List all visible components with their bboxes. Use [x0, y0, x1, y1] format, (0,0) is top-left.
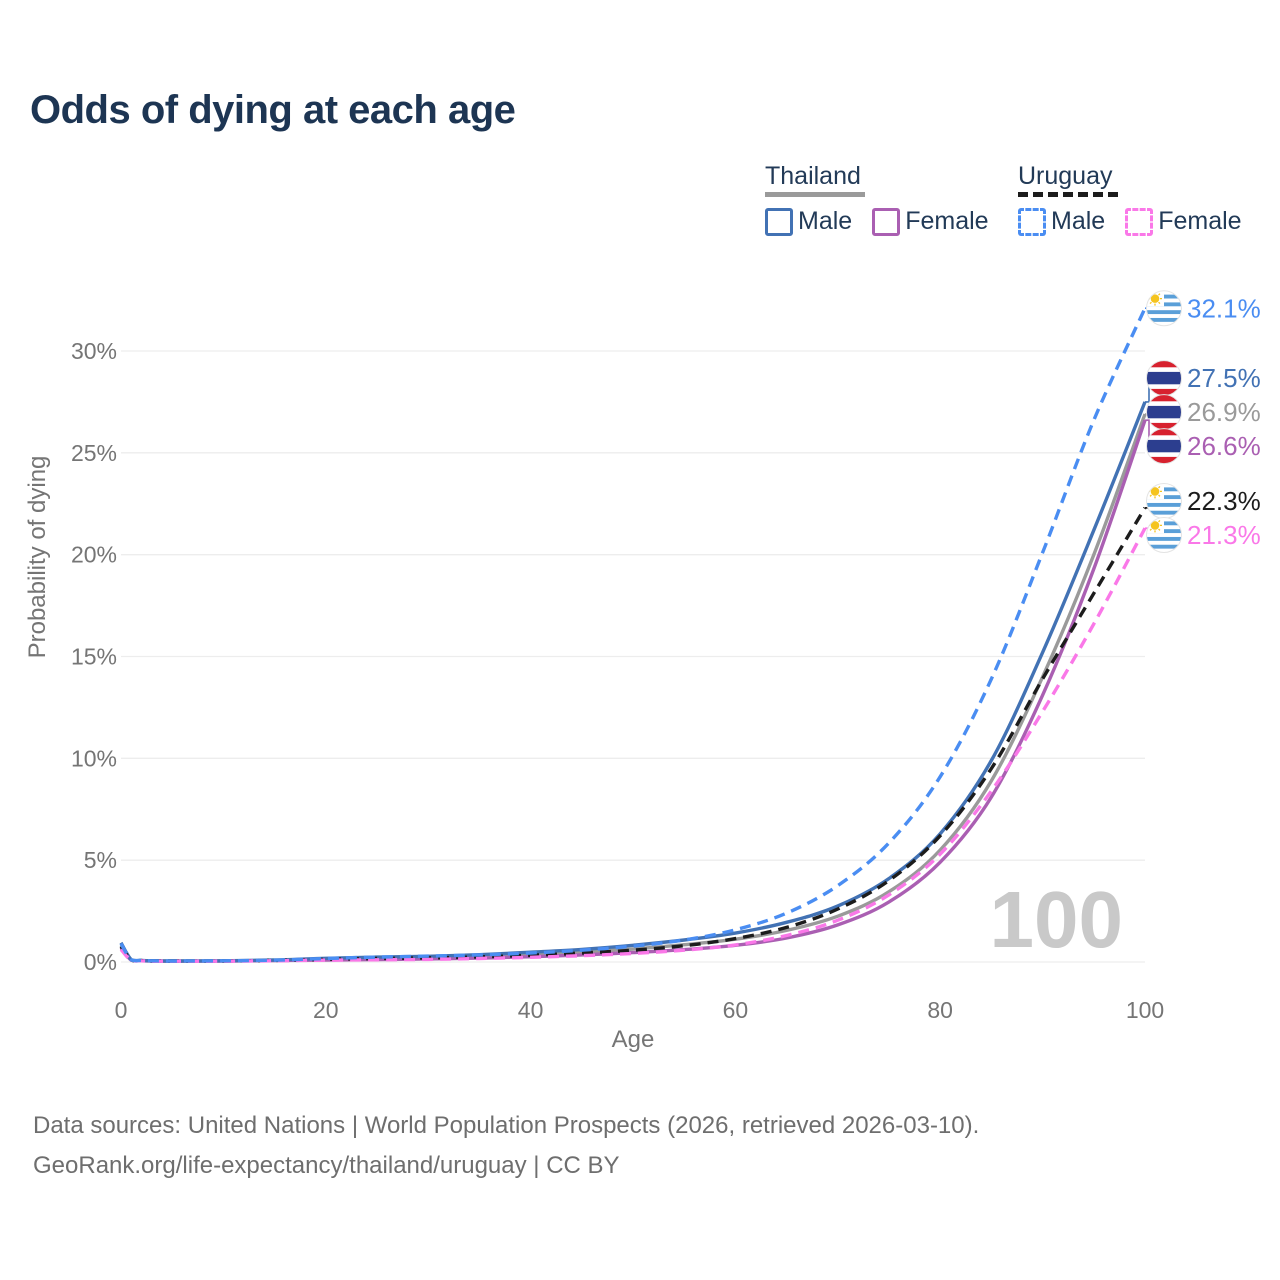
x-tick-100: 100 — [1126, 997, 1164, 1023]
x-tick-60: 60 — [723, 997, 749, 1023]
footer-attribution-link[interactable]: GeoRank.org/life-expectancy/thailand/uru… — [33, 1152, 620, 1179]
x-tick-80: 80 — [927, 997, 953, 1023]
hover-age-watermark: 100 — [990, 875, 1123, 964]
footer: Data sources: United Nations | World Pop… — [33, 1106, 979, 1186]
thailand-male-swatch-icon — [765, 207, 793, 236]
legend-country-uruguay[interactable]: Uruguay — [1018, 162, 1113, 190]
y-tick-15: 15% — [71, 644, 117, 670]
page-title: Odds of dying at each age — [30, 88, 516, 132]
end-label-uruguay-male: 32.1% — [1187, 293, 1261, 323]
legend-item-thailand-female[interactable]: Female — [872, 207, 989, 236]
legend-item-thailand-male[interactable]: Male — [765, 207, 852, 236]
y-tick-10: 10% — [71, 745, 117, 771]
y-tick-20: 20% — [71, 542, 117, 568]
end-label-thailand: 26.9% — [1187, 397, 1261, 427]
thailand-flag-icon — [1146, 428, 1182, 464]
uruguay-line-style-swatch — [1018, 192, 1118, 197]
y-tick-30: 30% — [71, 338, 117, 364]
x-tick-40: 40 — [518, 997, 544, 1023]
end-label-uruguay: 22.3% — [1187, 486, 1261, 516]
end-label-thailand-female: 26.6% — [1187, 431, 1261, 461]
legend-group-thailand: Thailand Male Female — [765, 162, 989, 236]
legend-row-uruguay: Male Female — [1018, 207, 1242, 236]
x-tick-0: 0 — [115, 997, 128, 1023]
y-tick-5: 5% — [84, 847, 117, 873]
y-tick-25: 25% — [71, 440, 117, 466]
footer-data-sources: Data sources: United Nations | World Pop… — [33, 1112, 980, 1139]
uruguay-male-swatch-icon — [1018, 207, 1046, 236]
legend-label-uruguay-male: Male — [1051, 207, 1106, 235]
legend-row-thailand: Male Female — [765, 207, 989, 236]
x-axis-title: Age — [612, 1026, 655, 1053]
y-axis-tick-labels: 0% 5% 10% 15% 20% 25% 30% — [71, 338, 117, 975]
y-axis-title: Probability of dying — [24, 456, 51, 659]
end-label-thailand-male: 27.5% — [1187, 363, 1261, 393]
legend-item-uruguay-male[interactable]: Male — [1018, 207, 1105, 236]
legend-label-thailand-female: Female — [905, 207, 989, 235]
thailand-flag-icon — [1146, 360, 1182, 396]
uruguay-female-swatch-icon — [1125, 207, 1154, 236]
legend-label-uruguay-female: Female — [1158, 207, 1242, 235]
uruguay-flag-icon — [1146, 517, 1182, 553]
y-tick-0: 0% — [84, 949, 117, 975]
legend-label-thailand-male: Male — [798, 207, 853, 235]
thailand-female-swatch-icon — [872, 207, 901, 236]
x-axis-tick-labels: 0 20 40 60 80 100 — [115, 997, 1165, 1023]
end-labels: 32.1% 27.5% 26.9% 26.6% 22.3% 21.3% — [1145, 290, 1261, 554]
legend-item-uruguay-female[interactable]: Female — [1125, 207, 1242, 236]
legend-group-uruguay: Uruguay Male Female — [1018, 162, 1242, 236]
series-lines — [119, 307, 1147, 963]
series-line-uruguay-male[interactable] — [119, 307, 1147, 963]
gridlines — [121, 350, 1145, 963]
thailand-line-style-swatch — [765, 192, 865, 197]
end-label-uruguay-female: 21.3% — [1187, 520, 1261, 550]
legend-country-thailand[interactable]: Thailand — [765, 162, 861, 190]
thailand-flag-icon — [1146, 394, 1182, 430]
uruguay-flag-icon — [1146, 483, 1182, 519]
x-tick-20: 20 — [313, 997, 339, 1023]
